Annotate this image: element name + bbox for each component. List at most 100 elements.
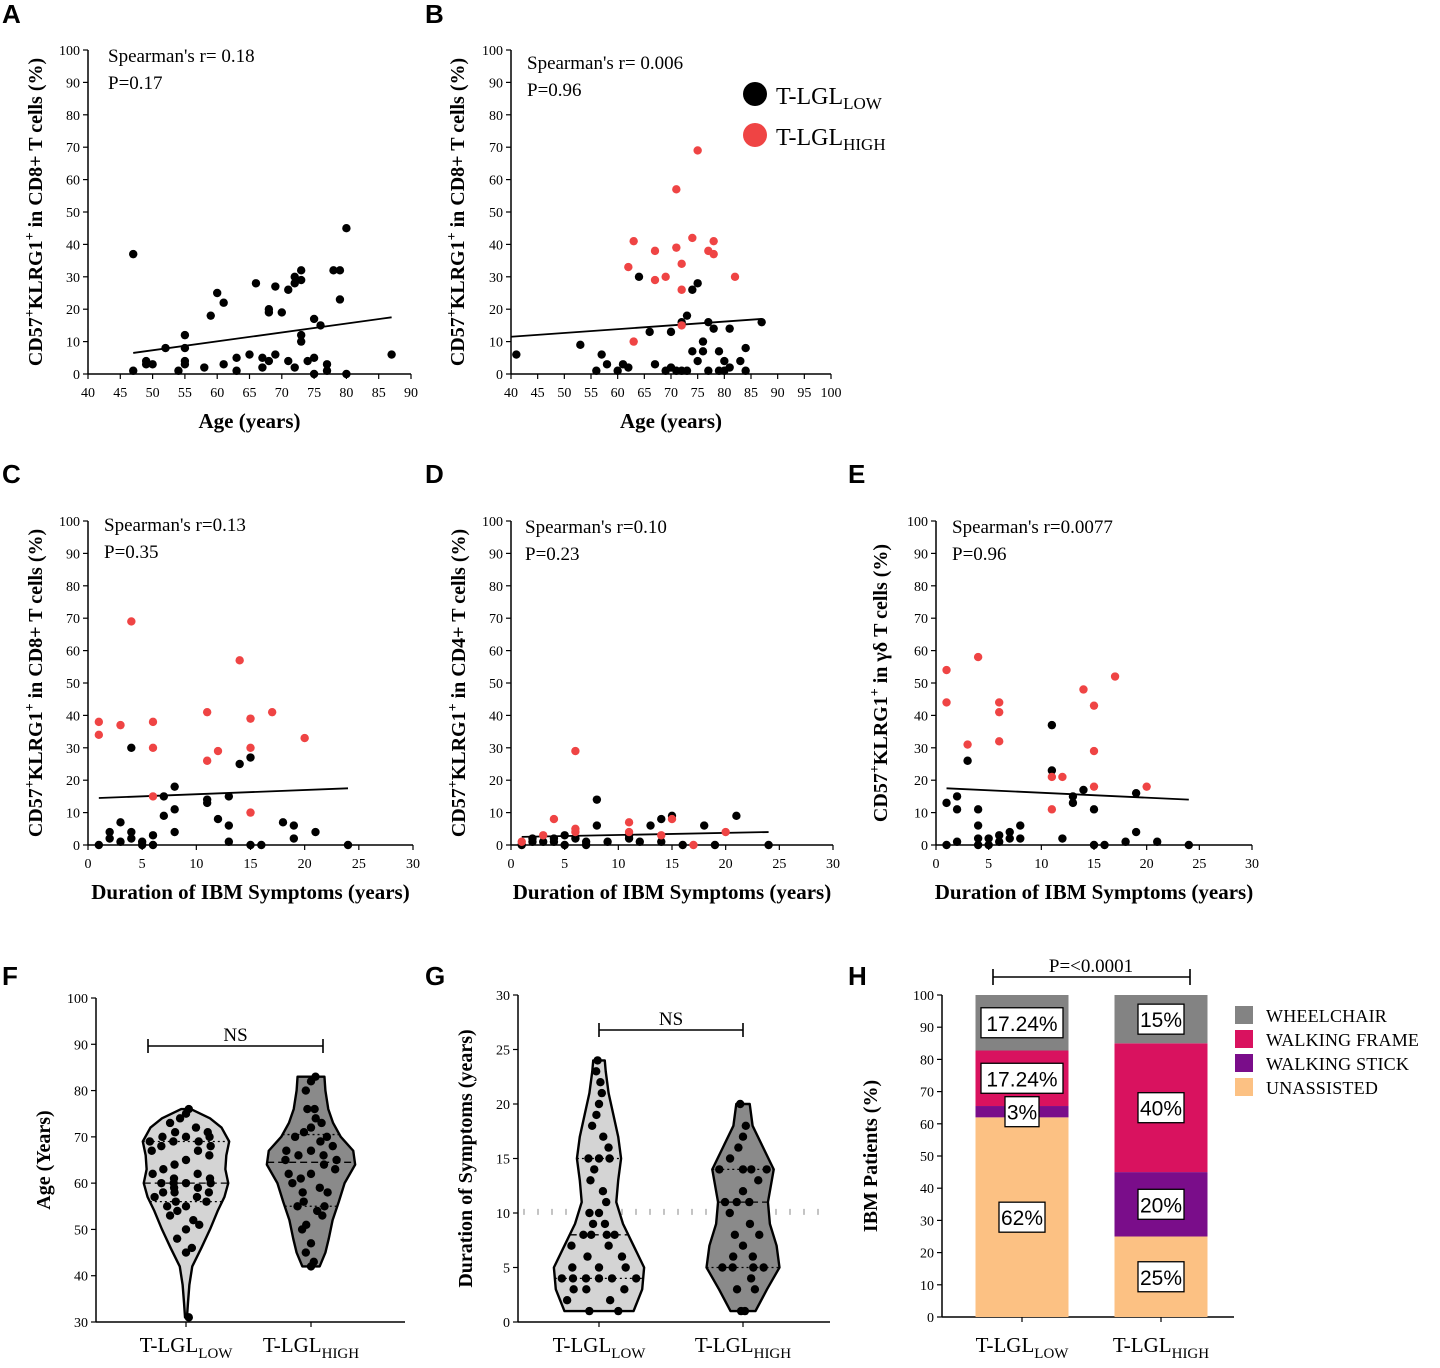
data-point (613, 366, 622, 375)
data-point (148, 360, 157, 369)
data-point (657, 814, 666, 824)
category-label: T-LGLLOW (553, 1333, 647, 1362)
x-tick-label: 50 (557, 386, 571, 401)
data-point (610, 1230, 619, 1240)
data-point (667, 814, 677, 824)
data-point (320, 1202, 329, 1211)
data-point (747, 1165, 756, 1174)
data-point (732, 1197, 741, 1207)
data-point (258, 363, 267, 372)
chart-h-y-tick-label: 60 (920, 1118, 934, 1133)
data-point (173, 1206, 182, 1216)
chart-a-y-tick-label: 100 (59, 44, 80, 59)
data-point (281, 1155, 290, 1165)
data-point (162, 1202, 172, 1211)
data-point (995, 698, 1004, 707)
chart-b-y-tick-label: 20 (489, 303, 503, 318)
data-point (170, 1160, 179, 1169)
data-point (127, 827, 136, 837)
data-point (587, 1121, 597, 1131)
data-point (181, 1155, 191, 1165)
data-point (309, 1257, 318, 1267)
data-point (245, 350, 254, 359)
data-point (678, 840, 687, 850)
data-label-box (998, 1201, 1046, 1233)
data-label: 17.24% (986, 1013, 1057, 1036)
data-point (202, 1197, 211, 1206)
data-point (94, 717, 104, 727)
significance-bracket (598, 1023, 744, 1037)
data-point (594, 1154, 604, 1163)
data-point (157, 1178, 166, 1188)
data-point (206, 1141, 215, 1151)
chart-b-y-tick-label: 90 (489, 76, 503, 91)
data-point (571, 827, 580, 837)
data-point (730, 272, 740, 281)
y-axis-title: CD57+KLRG1+ in CD4+ T cells (%) (446, 529, 470, 837)
chart-d-y-tick-label: 90 (489, 547, 503, 562)
data-point (184, 1313, 193, 1322)
data-point (620, 1285, 629, 1294)
data-point (148, 717, 158, 727)
data-point (205, 1151, 214, 1160)
significance-label: NS (659, 1009, 683, 1030)
data-label-box (1137, 1003, 1185, 1035)
data-point (603, 837, 612, 846)
data-point (342, 369, 351, 379)
chart-b-y-tick-label: 50 (489, 206, 503, 221)
chart-d-y-tick-label: 30 (489, 742, 503, 757)
data-point (700, 821, 709, 830)
data-point (689, 840, 698, 850)
data-point (306, 1146, 316, 1155)
data-point (592, 821, 602, 830)
x-tick-label: 65 (243, 386, 257, 401)
panel-letter-b: B (425, 0, 444, 29)
x-tick-label: 80 (717, 386, 731, 401)
data-point (290, 279, 299, 288)
data-point (165, 1118, 175, 1128)
data-point (624, 363, 633, 372)
data-point (759, 1263, 768, 1272)
data-point (311, 1114, 320, 1123)
data-point (677, 259, 686, 269)
spearman-r-label: Spearman's r= 0.006 (527, 53, 683, 74)
data-point (180, 360, 190, 369)
panel-letter-e: E (848, 459, 865, 489)
data-point (709, 249, 718, 259)
data-point (148, 840, 158, 850)
category-label: T-LGLHIGH (1113, 1333, 1209, 1362)
y-axis-title: Duration of Symptoms (years) (455, 1029, 477, 1287)
data-point (294, 1151, 303, 1160)
data-point (592, 366, 601, 375)
chart-g-y-tick-label: 0 (503, 1316, 510, 1331)
data-point (596, 1078, 605, 1087)
data-point (319, 1151, 328, 1160)
chart-b-y-tick-label: 80 (489, 109, 503, 124)
chart-e-y-tick-label: 20 (914, 774, 928, 789)
data-point (528, 834, 537, 843)
data-point (290, 1132, 300, 1142)
data-point (172, 1234, 182, 1243)
data-point (127, 743, 136, 752)
data-point (306, 1239, 316, 1248)
data-point (302, 1220, 311, 1230)
p-value-label: P=0.96 (527, 80, 582, 101)
data-point (952, 805, 962, 814)
chart-e-y-tick-label: 80 (914, 580, 928, 595)
x-axis-title: Age (years) (198, 409, 300, 433)
chart-f-y-tick-label: 60 (74, 1177, 88, 1192)
chart-d-y-tick-label: 40 (489, 709, 503, 724)
chart-c-y-tick-label: 40 (66, 709, 80, 724)
panel-letter-h: H (848, 961, 867, 991)
chart-c-y-tick-label: 90 (66, 547, 80, 562)
data-point (181, 1132, 191, 1142)
y-axis-title: CD57+KLRG1+ in CD8+ T cells (%) (23, 58, 47, 366)
data-point (170, 827, 179, 837)
data-point (741, 343, 750, 353)
data-point (158, 1132, 167, 1142)
y-axis-title: CD57+KLRG1+ in CD8+ T cells (%) (445, 58, 469, 366)
data-point (264, 308, 274, 317)
data-point (328, 1141, 337, 1151)
data-point (682, 311, 692, 320)
data-point (213, 814, 223, 824)
